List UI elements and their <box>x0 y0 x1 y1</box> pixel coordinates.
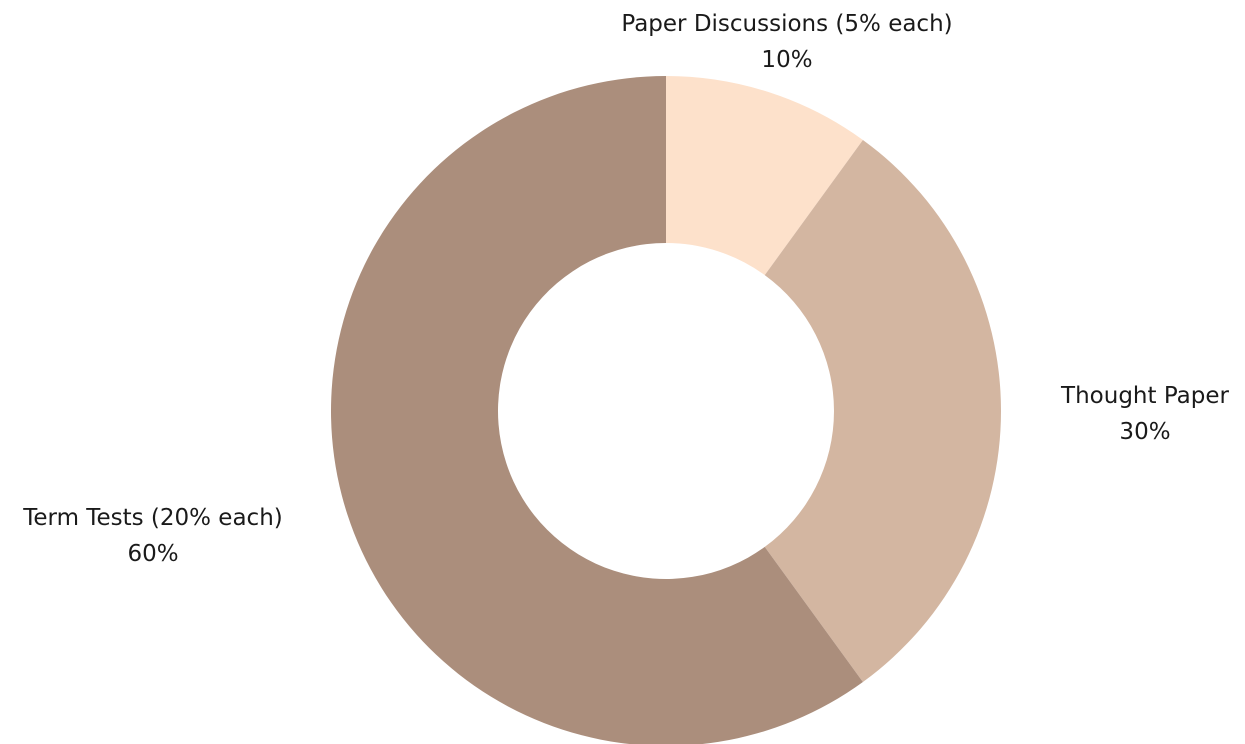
slice-term-tests <box>331 76 863 744</box>
slice-label-paper-discussions-value: 10% <box>761 47 813 73</box>
slice-label-term-tests-name: Term Tests (20% each) <box>23 505 283 531</box>
slice-label-term-tests: Term Tests (20% each) 60% <box>23 500 283 572</box>
slice-paper-discussions <box>666 76 863 276</box>
slice-label-paper-discussions-name: Paper Discussions (5% each) <box>621 11 953 37</box>
slice-label-paper-discussions: Paper Discussions (5% each) 10% <box>621 6 952 78</box>
slice-label-term-tests-value: 60% <box>127 541 179 567</box>
slice-label-thought-paper-value: 30% <box>1119 419 1171 445</box>
slice-thought-paper <box>764 139 1001 683</box>
slice-label-thought-paper: Thought Paper 30% <box>1061 378 1229 450</box>
slice-label-thought-paper-name: Thought Paper <box>1061 383 1229 409</box>
